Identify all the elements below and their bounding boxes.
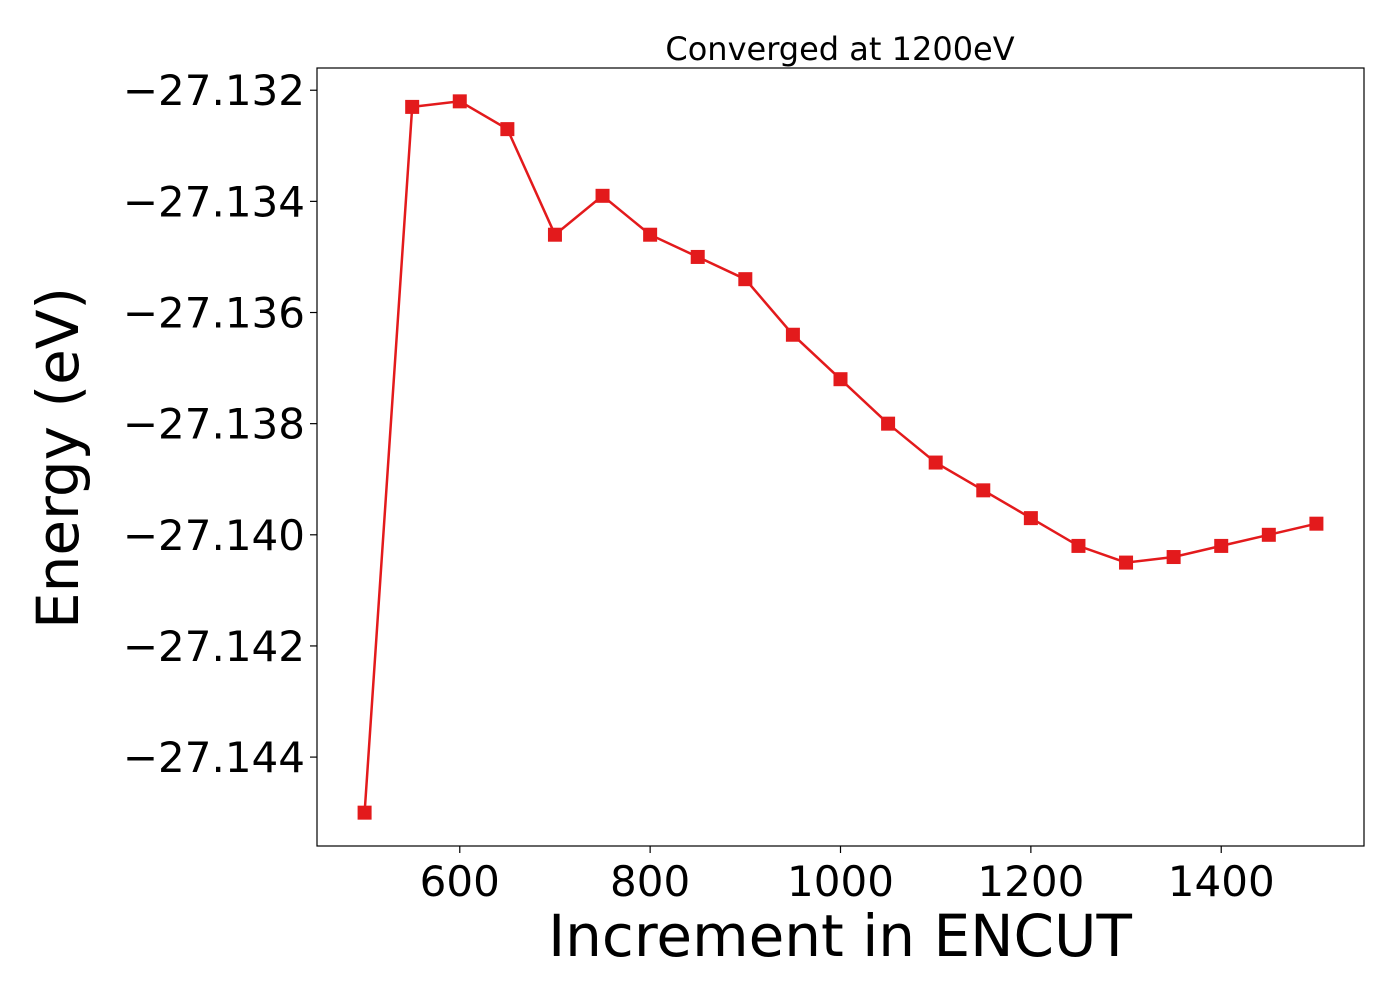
y-axis-label: Energy (eV) <box>24 287 92 629</box>
x-tick-label: 600 <box>420 857 500 906</box>
chart-title: Converged at 1200eV <box>665 30 1014 68</box>
y-tick-label: −27.134 <box>123 177 305 226</box>
data-point-marker <box>1261 527 1276 542</box>
data-point-marker <box>1309 516 1324 531</box>
data-point-marker <box>357 805 372 820</box>
x-tick-label: 1200 <box>977 857 1084 906</box>
data-point-marker <box>452 94 467 109</box>
y-tick-label: −27.140 <box>123 511 305 560</box>
y-axis-ticks: −27.132 −27.134 −27.136 −27.138 −27.140 −27.1… <box>123 66 317 782</box>
data-point-marker <box>1023 511 1038 526</box>
x-axis-ticks: 600 800 1000 1200 1400 <box>420 846 1275 906</box>
data-point-marker <box>1166 550 1181 565</box>
x-tick-label: 1000 <box>787 857 894 906</box>
data-point-marker <box>547 227 562 242</box>
series-layer <box>357 94 1324 820</box>
data-point-marker <box>928 455 943 470</box>
y-tick-label: −27.138 <box>123 400 305 449</box>
data-point-marker <box>738 272 753 287</box>
y-tick-label: −27.144 <box>123 733 305 782</box>
data-point-marker <box>1119 555 1134 570</box>
data-point-marker <box>595 188 610 203</box>
data-point-marker <box>785 327 800 342</box>
y-tick-label: −27.136 <box>123 289 305 338</box>
data-point-marker <box>833 372 848 387</box>
data-point-marker <box>1214 538 1229 553</box>
x-axis-label: Increment in ENCUT <box>548 902 1132 970</box>
data-point-marker <box>405 99 420 114</box>
x-tick-label: 800 <box>610 857 690 906</box>
data-point-marker <box>881 416 896 431</box>
y-tick-label: −27.132 <box>123 66 305 115</box>
data-point-marker <box>643 227 658 242</box>
plot-frame <box>316 67 1365 847</box>
data-point-marker <box>500 122 515 137</box>
x-tick-label: 1400 <box>1168 857 1275 906</box>
data-point-marker <box>976 483 991 498</box>
data-point-marker <box>1071 538 1086 553</box>
data-point-marker <box>690 249 705 264</box>
y-tick-label: −27.142 <box>123 622 305 671</box>
